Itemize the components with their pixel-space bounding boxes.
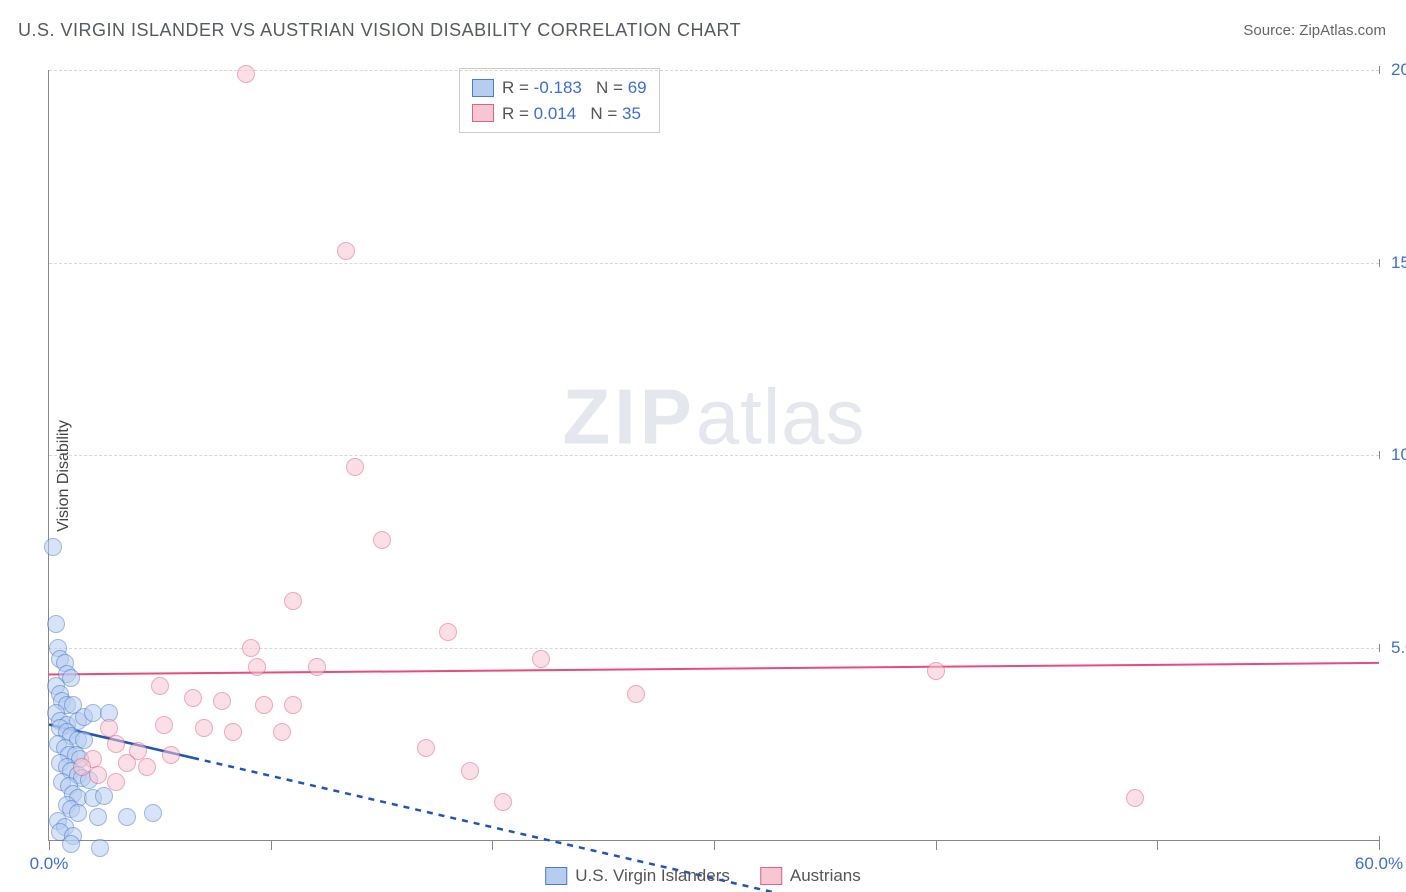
data-point <box>1126 789 1144 807</box>
watermark-atlas: atlas <box>696 372 866 460</box>
x-tick <box>492 840 493 850</box>
data-point <box>461 762 479 780</box>
x-tick <box>1157 840 1158 850</box>
y-tick <box>1379 66 1380 74</box>
data-point <box>118 754 136 772</box>
series-legend: U.S. Virgin Islanders Austrians <box>545 866 861 886</box>
data-point <box>224 723 242 741</box>
data-point <box>373 531 391 549</box>
x-tick-label: 0.0% <box>30 854 69 874</box>
data-point <box>118 808 136 826</box>
data-point <box>73 758 91 776</box>
data-point <box>213 692 231 710</box>
legend-label: U.S. Virgin Islanders <box>575 866 730 886</box>
data-point <box>162 746 180 764</box>
data-point <box>494 793 512 811</box>
data-point <box>532 650 550 668</box>
x-tick <box>1379 840 1380 850</box>
chart-title: U.S. VIRGIN ISLANDER VS AUSTRIAN VISION … <box>18 20 741 41</box>
legend-item: U.S. Virgin Islanders <box>545 866 730 886</box>
data-point <box>308 658 326 676</box>
data-point <box>151 677 169 695</box>
legend-stat: R = -0.183 N = 69 <box>502 75 647 101</box>
x-tick <box>49 840 50 850</box>
chart-container: Vision Disability ZIPatlas R = -0.183 N … <box>0 60 1406 892</box>
data-point <box>284 696 302 714</box>
legend-swatch <box>545 867 567 885</box>
legend-row: R = 0.014 N = 35 <box>472 101 647 127</box>
data-point <box>284 592 302 610</box>
data-point <box>417 739 435 757</box>
data-point <box>62 835 80 853</box>
data-point <box>47 615 65 633</box>
data-point <box>627 685 645 703</box>
legend-swatch <box>760 867 782 885</box>
x-tick <box>271 840 272 850</box>
plot-area: ZIPatlas R = -0.183 N = 69R = 0.014 N = … <box>48 70 1379 841</box>
data-point <box>255 696 273 714</box>
data-point <box>184 689 202 707</box>
legend-swatch <box>472 79 494 97</box>
data-point <box>237 65 255 83</box>
y-tick <box>1379 644 1380 652</box>
data-point <box>107 773 125 791</box>
data-point <box>69 804 87 822</box>
data-point <box>248 658 266 676</box>
data-point <box>439 623 457 641</box>
data-point <box>346 458 364 476</box>
y-tick <box>1379 451 1380 459</box>
watermark-zip: ZIP <box>562 372 695 460</box>
y-tick-label: 10.0% <box>1391 445 1406 465</box>
legend-stat: R = 0.014 N = 35 <box>502 101 641 127</box>
data-point <box>337 242 355 260</box>
x-tick-label: 60.0% <box>1355 854 1403 874</box>
data-point <box>195 719 213 737</box>
data-point <box>91 839 109 857</box>
legend-row: R = -0.183 N = 69 <box>472 75 647 101</box>
data-point <box>62 669 80 687</box>
data-point <box>107 735 125 753</box>
legend-item: Austrians <box>760 866 861 886</box>
gridline <box>49 455 1379 456</box>
source-link[interactable]: ZipAtlas.com <box>1299 22 1386 39</box>
legend-swatch <box>472 104 494 122</box>
watermark: ZIPatlas <box>562 371 865 462</box>
y-tick-label: 15.0% <box>1391 253 1406 273</box>
source-attribution: Source: ZipAtlas.com <box>1243 22 1386 39</box>
data-point <box>273 723 291 741</box>
x-tick <box>936 840 937 850</box>
x-tick <box>714 840 715 850</box>
stats-legend: R = -0.183 N = 69R = 0.014 N = 35 <box>459 68 660 133</box>
data-point <box>89 808 107 826</box>
legend-label: Austrians <box>790 866 861 886</box>
source-prefix: Source: <box>1243 22 1299 39</box>
data-point <box>242 639 260 657</box>
y-tick <box>1379 259 1380 267</box>
data-point <box>155 716 173 734</box>
data-point <box>927 662 945 680</box>
data-point <box>44 538 62 556</box>
data-point <box>89 766 107 784</box>
data-point <box>144 804 162 822</box>
y-tick-label: 20.0% <box>1391 60 1406 80</box>
y-tick-label: 5.0% <box>1391 638 1406 658</box>
data-point <box>138 758 156 776</box>
data-point <box>100 719 118 737</box>
gridline <box>49 263 1379 264</box>
